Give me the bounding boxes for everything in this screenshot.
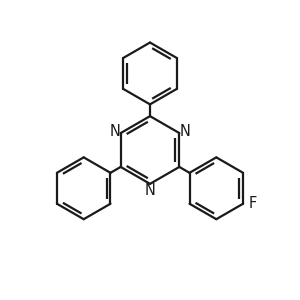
Text: N: N (109, 124, 120, 139)
Text: N: N (145, 183, 155, 198)
Text: F: F (249, 196, 257, 211)
Text: N: N (180, 124, 191, 139)
